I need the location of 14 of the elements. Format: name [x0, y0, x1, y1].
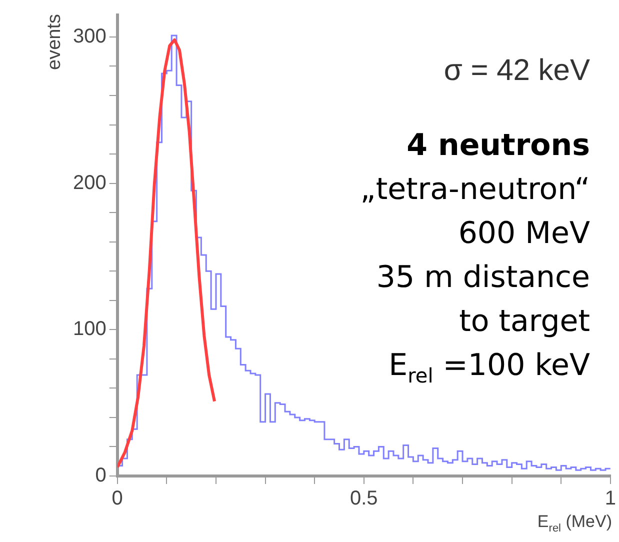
y-tick-label: 300 — [72, 25, 106, 48]
annotation: 600 MeV — [458, 216, 590, 251]
y-axis-title: events — [44, 14, 65, 70]
annotation: 4 neutrons — [406, 128, 590, 163]
annotation: „tetra-neutron“ — [360, 172, 590, 207]
x-tick-label: 1 — [604, 488, 616, 510]
x-tick-label: 0 — [112, 488, 123, 510]
annotation: to target — [459, 304, 590, 339]
x-tick-label: 0.5 — [350, 488, 378, 510]
annotation: σ = 42 keV — [444, 54, 590, 87]
y-tick-label: 100 — [72, 318, 106, 340]
y-tick-label: 0 — [95, 464, 106, 487]
annotation: 35 m distance — [376, 260, 590, 295]
y-tick-label: 200 — [72, 172, 106, 194]
